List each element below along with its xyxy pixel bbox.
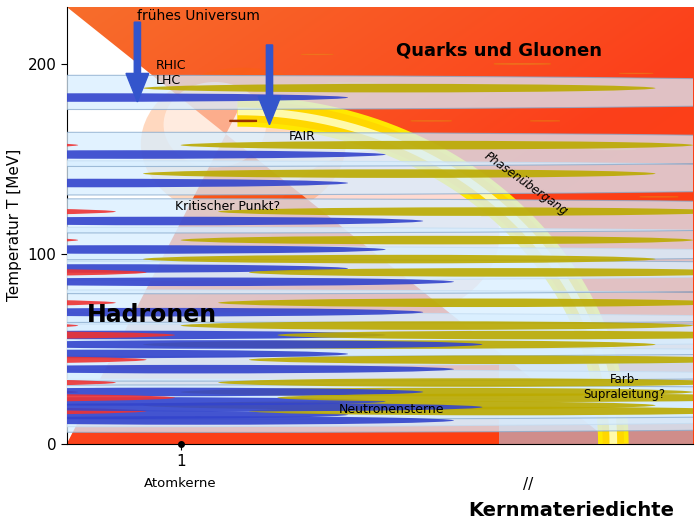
Circle shape xyxy=(0,340,41,349)
Circle shape xyxy=(277,331,700,339)
Polygon shape xyxy=(66,7,613,444)
Circle shape xyxy=(0,259,700,294)
Circle shape xyxy=(277,394,700,402)
Text: //: // xyxy=(523,477,533,492)
Text: FAIR: FAIR xyxy=(289,129,316,143)
Circle shape xyxy=(143,401,655,410)
Circle shape xyxy=(0,169,41,178)
Circle shape xyxy=(0,407,146,416)
Circle shape xyxy=(0,397,386,406)
Circle shape xyxy=(218,378,700,387)
Circle shape xyxy=(326,82,377,84)
Circle shape xyxy=(0,278,454,286)
Circle shape xyxy=(0,365,454,373)
Circle shape xyxy=(0,388,78,396)
Circle shape xyxy=(143,84,655,92)
Circle shape xyxy=(0,347,700,381)
Circle shape xyxy=(0,150,386,159)
Text: Hadronen: Hadronen xyxy=(87,303,217,327)
Circle shape xyxy=(0,416,454,425)
Circle shape xyxy=(0,236,78,244)
Circle shape xyxy=(0,268,146,277)
Text: Neutronensterne: Neutronensterne xyxy=(339,403,444,416)
Circle shape xyxy=(0,410,348,419)
Ellipse shape xyxy=(164,82,266,168)
Circle shape xyxy=(143,255,655,264)
Circle shape xyxy=(0,207,116,216)
Circle shape xyxy=(0,84,41,92)
Circle shape xyxy=(0,379,700,413)
Circle shape xyxy=(143,169,655,178)
Circle shape xyxy=(0,313,700,347)
Circle shape xyxy=(249,407,700,416)
Circle shape xyxy=(0,355,146,364)
Text: Atomkerne: Atomkerne xyxy=(144,477,217,490)
Circle shape xyxy=(0,179,348,187)
Circle shape xyxy=(619,73,653,74)
Circle shape xyxy=(0,264,348,273)
Circle shape xyxy=(0,340,482,349)
Circle shape xyxy=(0,75,700,110)
Circle shape xyxy=(0,350,348,358)
Circle shape xyxy=(0,401,41,410)
Text: frühes Universum: frühes Universum xyxy=(137,9,260,23)
Circle shape xyxy=(0,378,116,387)
Circle shape xyxy=(181,322,693,330)
Circle shape xyxy=(0,141,78,149)
Circle shape xyxy=(0,388,424,396)
Circle shape xyxy=(0,332,700,366)
Circle shape xyxy=(0,227,700,262)
Circle shape xyxy=(0,246,700,280)
Circle shape xyxy=(0,394,175,402)
Circle shape xyxy=(0,299,116,307)
Circle shape xyxy=(591,149,636,150)
Circle shape xyxy=(0,393,700,426)
Circle shape xyxy=(0,322,700,357)
Circle shape xyxy=(249,268,700,277)
Polygon shape xyxy=(500,358,693,444)
Ellipse shape xyxy=(272,149,500,321)
Text: Quarks und Gluonen: Quarks und Gluonen xyxy=(396,42,603,60)
Text: Kernmateriedichte: Kernmateriedichte xyxy=(468,501,674,519)
Circle shape xyxy=(181,388,693,396)
FancyArrow shape xyxy=(258,45,281,125)
Circle shape xyxy=(0,217,424,226)
Circle shape xyxy=(0,290,700,324)
Circle shape xyxy=(0,385,700,419)
Circle shape xyxy=(218,207,700,216)
Circle shape xyxy=(0,161,700,195)
Circle shape xyxy=(0,403,482,411)
Circle shape xyxy=(0,132,700,167)
Text: Phasenübergang: Phasenübergang xyxy=(482,149,570,218)
FancyArrow shape xyxy=(126,22,149,102)
Text: Farb-
Supraleitung?: Farb- Supraleitung? xyxy=(584,373,666,401)
Circle shape xyxy=(0,331,175,339)
Circle shape xyxy=(0,398,700,432)
Circle shape xyxy=(0,93,348,102)
Circle shape xyxy=(0,255,41,264)
Circle shape xyxy=(249,355,700,364)
Circle shape xyxy=(302,54,333,55)
Text: Kritischer Punkt?: Kritischer Punkt? xyxy=(175,200,280,213)
Text: RHIC
LHC: RHIC LHC xyxy=(155,60,186,87)
Circle shape xyxy=(0,199,700,233)
Ellipse shape xyxy=(141,68,346,220)
Y-axis label: Temperatur T [MeV]: Temperatur T [MeV] xyxy=(7,149,22,302)
Circle shape xyxy=(559,272,600,273)
Circle shape xyxy=(181,141,693,149)
Circle shape xyxy=(0,245,386,254)
Circle shape xyxy=(143,340,655,349)
Circle shape xyxy=(218,299,700,307)
Circle shape xyxy=(0,370,700,404)
Circle shape xyxy=(0,308,424,316)
Circle shape xyxy=(0,331,386,339)
Circle shape xyxy=(181,236,693,244)
Circle shape xyxy=(0,322,78,330)
